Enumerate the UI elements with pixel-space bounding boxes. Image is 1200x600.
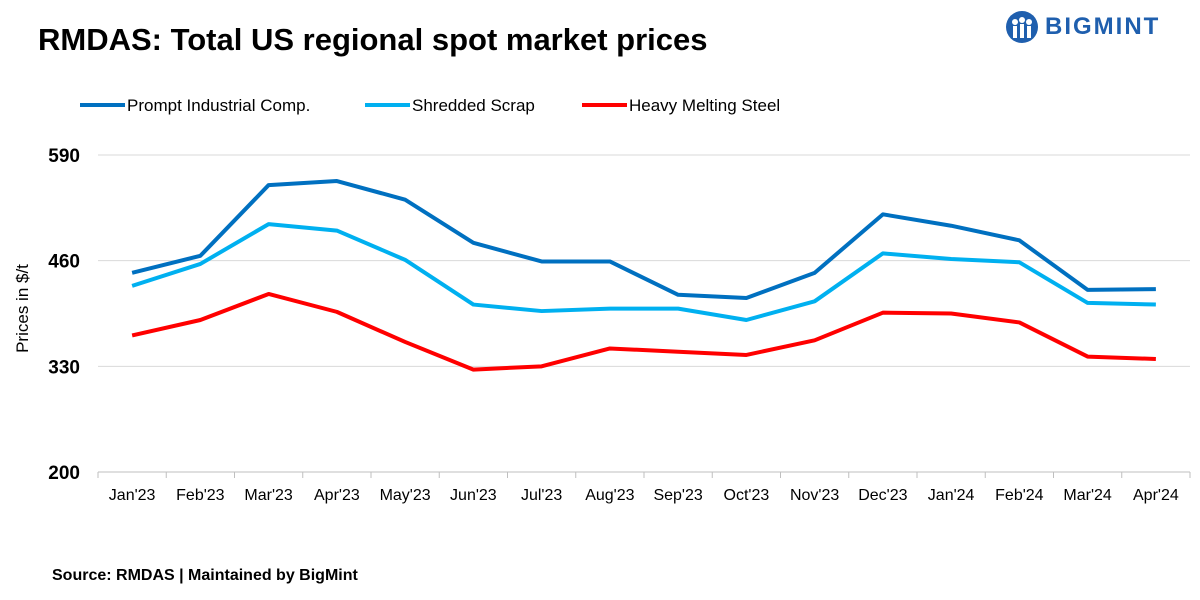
x-tick-label: Apr'23 (314, 487, 360, 504)
series-line-prompt-industrial-comp- (131, 179, 1156, 301)
x-tick-label: Jan'23 (109, 487, 156, 504)
chart-title: RMDAS: Total US regional spot market pri… (38, 22, 708, 57)
x-tick-label: Apr'24 (1133, 487, 1179, 504)
x-tick-label: Nov'23 (790, 487, 839, 504)
legend-label: Shredded Scrap (412, 96, 535, 115)
series-line-shredded-scrap (131, 222, 1156, 323)
source-note: Source: RMDAS | Maintained by BigMint (52, 567, 358, 584)
y-tick-label: 200 (48, 463, 80, 484)
x-tick-label: Feb'24 (995, 487, 1044, 504)
x-tick-label: Mar'23 (244, 487, 293, 504)
x-tick-label: Jun'23 (450, 487, 497, 504)
logo-icon (1006, 11, 1038, 43)
x-tick-label: Jan'24 (928, 487, 975, 504)
x-tick-label: May'23 (380, 487, 431, 504)
logo-text: BIGMINT (1045, 13, 1161, 40)
x-tick-label: Oct'23 (724, 487, 770, 504)
legend-label: Prompt Industrial Comp. (127, 96, 310, 115)
legend-label: Heavy Melting Steel (629, 96, 780, 115)
x-tick-label: Dec'23 (858, 487, 907, 504)
y-tick-label: 460 (48, 252, 80, 273)
y-tick-label: 590 (48, 146, 80, 167)
series-line-heavy-melting-steel (131, 291, 1156, 372)
x-tick-label: Jul'23 (521, 487, 562, 504)
bigmint-logo: BIGMINT (1005, 10, 1160, 44)
x-tick-label: Mar'24 (1063, 487, 1112, 504)
x-tick-label: Sep'23 (653, 487, 702, 504)
y-tick-label: 330 (48, 357, 80, 378)
x-tick-label: Feb'23 (176, 487, 225, 504)
x-tick-label: Aug'23 (585, 487, 634, 504)
y-axis-label: Prices in $/t (13, 264, 32, 353)
